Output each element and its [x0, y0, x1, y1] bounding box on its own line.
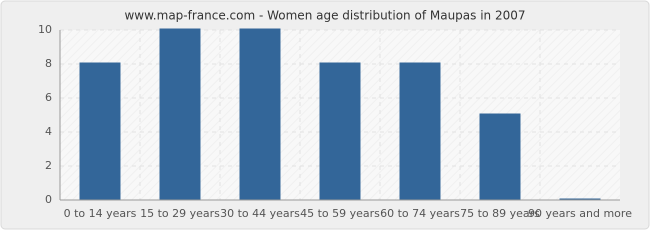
x-tick-label: 60 to 74 years: [380, 207, 460, 220]
bar: [79, 62, 121, 201]
y-tick-label: 8: [45, 57, 52, 70]
y-tick-label: 10: [38, 23, 52, 36]
bar: [159, 28, 201, 201]
x-tick-label: 0 to 14 years: [64, 207, 137, 220]
y-tick-label: 0: [45, 193, 52, 206]
y-tick-label: 6: [45, 91, 52, 104]
chart-title: www.map-france.com - Women age distribut…: [124, 9, 525, 23]
bar: [239, 28, 281, 201]
bar: [479, 113, 521, 201]
x-tick-label: 75 to 89 years: [460, 207, 540, 220]
bar: [319, 62, 361, 201]
x-tick-label: 15 to 29 years: [140, 207, 220, 220]
y-tick-label: 2: [45, 159, 52, 172]
x-tick-label: 45 to 59 years: [300, 207, 380, 220]
x-tick-label: 30 to 44 years: [220, 207, 300, 220]
x-tick-label: 90 years and more: [528, 207, 632, 220]
bar: [399, 62, 441, 201]
chart: www.map-france.com - Women age distribut…: [0, 0, 650, 230]
y-tick-label: 4: [45, 125, 52, 138]
